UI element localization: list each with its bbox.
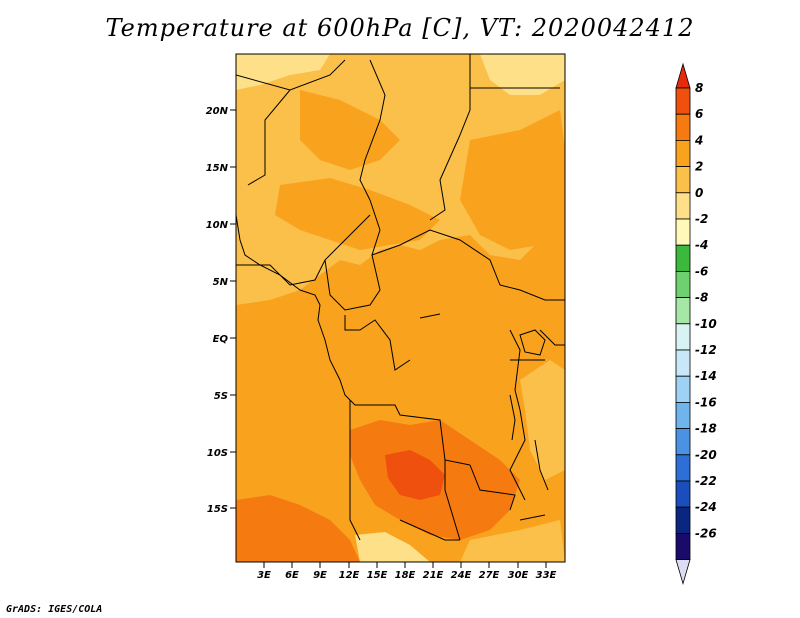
lon-label: 3E bbox=[257, 570, 271, 581]
lon-label: 9E bbox=[313, 570, 327, 581]
temperature-map bbox=[236, 54, 565, 562]
region-northeast-light bbox=[480, 54, 565, 95]
colorbar-label: -14 bbox=[695, 369, 717, 383]
colorbar-box bbox=[675, 297, 691, 325]
colorbar-label: 8 bbox=[695, 81, 703, 95]
map-title: Temperature at 600hPa [C], VT: 202004241… bbox=[105, 14, 695, 42]
colorbar-box bbox=[675, 533, 691, 561]
lakes bbox=[419, 313, 549, 491]
colorbar-label: 4 bbox=[694, 133, 703, 147]
colorbar-box bbox=[675, 192, 691, 220]
colorbar-top-triangle bbox=[675, 62, 691, 89]
colorbar-label: -10 bbox=[695, 317, 717, 331]
country-borders bbox=[236, 54, 565, 541]
lat-label: 20N bbox=[206, 106, 229, 117]
lat-label: 5N bbox=[213, 277, 229, 288]
credit-text: GrADS: IGES/COLA bbox=[6, 604, 103, 615]
colorbar-label: -24 bbox=[695, 500, 717, 514]
lon-label: 18E bbox=[395, 570, 416, 581]
colorbar-label: -8 bbox=[695, 291, 708, 305]
region-north-warm-2 bbox=[300, 90, 400, 170]
colorbar-box bbox=[675, 166, 691, 194]
colorbar-box bbox=[675, 113, 691, 141]
colorbar-label: -6 bbox=[695, 264, 708, 278]
colorbar-box bbox=[675, 349, 691, 377]
colorbar-box bbox=[675, 139, 691, 167]
colorbar-label: -20 bbox=[695, 448, 717, 462]
lon-axis: 3E 6E 9E 12E 15E 18E 21E 24E 27E 30E 33E bbox=[257, 562, 557, 581]
region-north-warm-1 bbox=[275, 178, 440, 250]
colorbar-box bbox=[675, 428, 691, 456]
lon-label: 33E bbox=[536, 570, 557, 581]
lon-label: 21E bbox=[423, 570, 444, 581]
colorbar-box bbox=[675, 244, 691, 272]
colorbar-label: -4 bbox=[695, 238, 708, 252]
region-south-cool-2 bbox=[460, 520, 565, 562]
lat-label: 15N bbox=[206, 163, 229, 174]
colorbar-label: -18 bbox=[695, 422, 717, 436]
lat-label: EQ bbox=[213, 334, 229, 345]
colorbar-label: -16 bbox=[695, 395, 717, 409]
colorbar-box bbox=[675, 218, 691, 246]
region-east-warm bbox=[460, 110, 565, 250]
colorbar-label: -12 bbox=[695, 343, 717, 357]
colorbar-box bbox=[675, 454, 691, 482]
colorbar-label: -26 bbox=[695, 526, 717, 540]
region-south-hotter bbox=[385, 450, 445, 500]
colorbar-box bbox=[675, 480, 691, 508]
colorbar-bottom-triangle bbox=[675, 559, 691, 586]
region-southwest-warm bbox=[236, 495, 360, 562]
colorbar-box bbox=[675, 270, 691, 298]
colorbar-label: -22 bbox=[695, 474, 717, 488]
colorbar-box bbox=[675, 506, 691, 534]
colorbar-label: 0 bbox=[695, 186, 703, 200]
colorbar-box bbox=[675, 87, 691, 115]
lon-label: 6E bbox=[285, 570, 299, 581]
lat-label: 15S bbox=[207, 504, 228, 515]
lat-label: 5S bbox=[214, 391, 228, 402]
lon-label: 30E bbox=[508, 570, 529, 581]
region-south-cool bbox=[355, 532, 430, 562]
lon-label: 12E bbox=[339, 570, 360, 581]
colorbar-box bbox=[675, 375, 691, 403]
region-north-light bbox=[236, 54, 330, 90]
coastline bbox=[236, 214, 351, 401]
lon-label: 24E bbox=[451, 570, 472, 581]
colorbar-label: 6 bbox=[695, 107, 703, 121]
colorbar-box bbox=[675, 401, 691, 429]
lon-label: 27E bbox=[479, 570, 500, 581]
lat-label: 10S bbox=[207, 448, 228, 459]
lat-label: 10N bbox=[206, 220, 229, 231]
colorbar-label: -2 bbox=[695, 212, 708, 226]
region-east-cool bbox=[520, 360, 565, 480]
colorbar-label: 2 bbox=[695, 160, 703, 174]
lat-axis: 20N 15N 10N 5N EQ 5S 10S 15S bbox=[206, 106, 236, 515]
lon-label: 15E bbox=[367, 570, 388, 581]
colorbar: 8 6 4 2 0 -2 -4 -6 -8 -10 -12 -14 -16 -18 -20 -22 -24 -26 bbox=[675, 62, 717, 586]
map-frame bbox=[235, 53, 566, 563]
colorbar-box bbox=[675, 323, 691, 351]
